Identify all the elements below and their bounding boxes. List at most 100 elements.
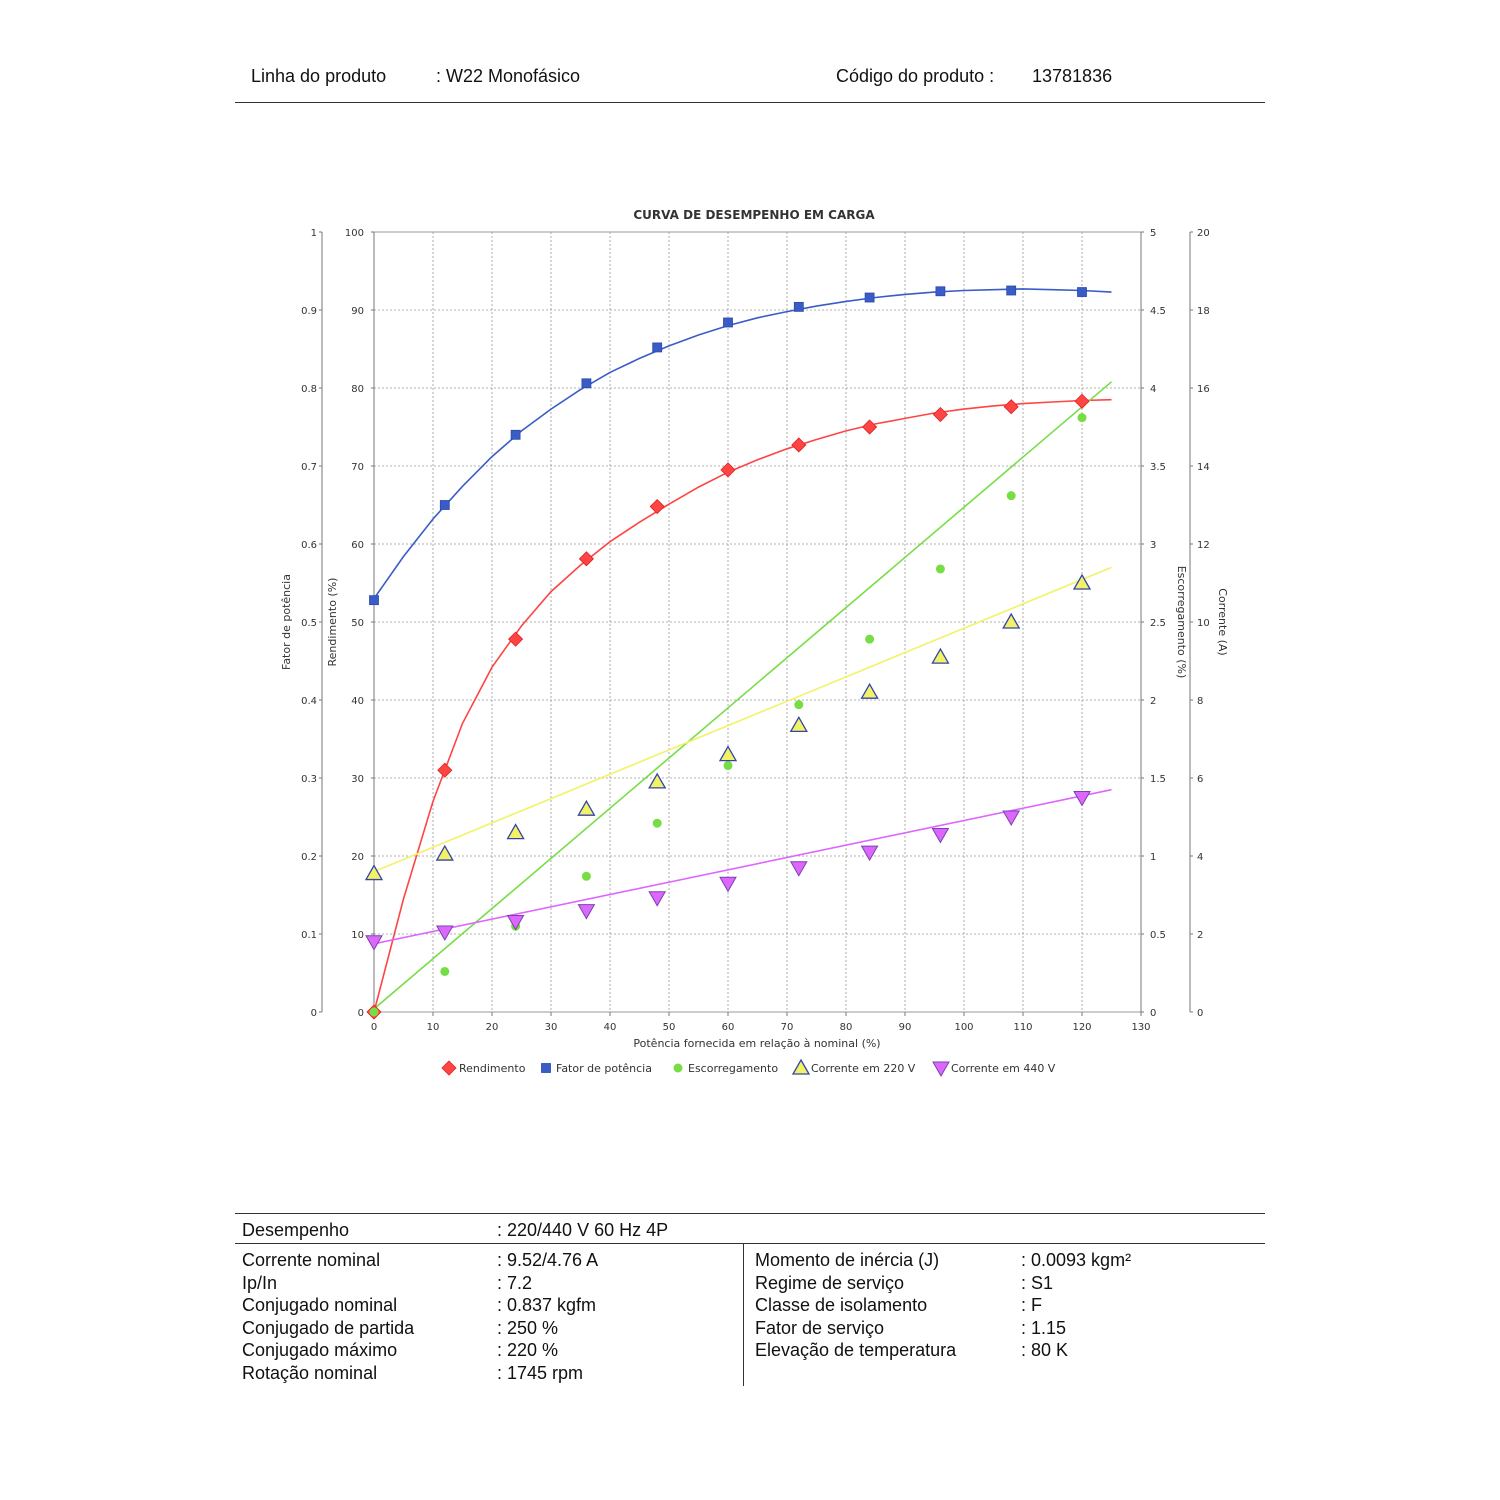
spec-label: Momento de inércia (J): [755, 1250, 940, 1270]
marker-triangle-down-4: [1002, 810, 1021, 827]
y-tick-label-cor: 16: [1197, 384, 1210, 395]
y-tick-label-rend: 0: [358, 1008, 364, 1019]
legend-marker-3: [791, 1058, 811, 1075]
y-tick-label-fp: 0.2: [301, 852, 317, 863]
marker-triangle-up-3: [718, 745, 738, 762]
x-tick-label: 120: [1072, 1022, 1091, 1033]
y-tick-label-fp: 0.4: [301, 696, 317, 707]
spec-value: : S1: [1021, 1272, 1054, 1293]
y-tick-label-esc: 1.5: [1150, 774, 1166, 785]
marker-circle-2: [369, 1007, 379, 1017]
marker-triangle-down-4: [860, 845, 879, 862]
legend-label-2: Escorregamento: [688, 1062, 778, 1075]
marker-diamond-0: [1074, 393, 1090, 409]
spec-label: Ip/In: [242, 1272, 278, 1293]
y-tick-label-rend: 60: [351, 540, 364, 551]
marker-triangle-up-3: [1072, 573, 1092, 590]
y-tick-label-rend: 20: [351, 852, 364, 863]
spec-value: : 80 K: [1021, 1340, 1069, 1360]
x-tick-label: 50: [663, 1022, 676, 1033]
legend-label-1: Fator de potência: [556, 1062, 652, 1075]
y-tick-label-rend: 40: [351, 696, 364, 707]
y-tick-label-esc: 3.5: [1150, 462, 1166, 473]
spec-label: Conjugado máximo: [242, 1340, 398, 1360]
marker-circle-2: [1006, 491, 1016, 501]
y-tick-label-esc: 4: [1150, 384, 1156, 395]
y-tick-label-esc: 2.5: [1150, 618, 1166, 629]
plot-area: [373, 231, 1142, 1013]
marker-triangle-down-4: [648, 891, 667, 907]
marker-triangle-up-3: [931, 647, 950, 664]
legend-marker-1: [541, 1063, 551, 1073]
marker-square-1: [1077, 287, 1087, 297]
x-tick-label: 100: [954, 1022, 973, 1033]
marker-square-1: [581, 378, 592, 389]
y-axis-title-fp: Fator de potência: [280, 574, 293, 670]
y-tick-label-fp: 0.7: [301, 462, 317, 473]
x-tick-label: 30: [545, 1022, 558, 1033]
y-tick-label-esc: 0.5: [1150, 930, 1166, 941]
x-tick-label: 10: [427, 1022, 440, 1033]
spec-label: Corrente nominal: [242, 1250, 381, 1270]
marker-diamond-0: [932, 406, 948, 423]
legend-marker-4: [932, 1061, 950, 1078]
y-tick-label-rend: 100: [345, 228, 364, 239]
y-tick-label-fp: 0.6: [301, 540, 317, 551]
y-tick-label-rend: 90: [351, 306, 364, 317]
x-tick-label: 0: [371, 1022, 377, 1033]
marker-diamond-0: [720, 462, 736, 478]
specs-top-rule: [235, 1213, 1265, 1214]
x-tick-label: 110: [1013, 1022, 1032, 1033]
header-rule: [235, 102, 1265, 103]
legend-label-4: Corrente em 440 V: [951, 1062, 1056, 1075]
spec-label: Regime de serviço: [755, 1272, 905, 1293]
series-line-0: [373, 398, 1112, 1013]
marker-diamond-0: [437, 762, 453, 778]
y-tick-label-rend: 30: [351, 774, 364, 785]
marker-triangle-up-3: [435, 844, 454, 861]
y-tick-label-cor: 14: [1197, 462, 1210, 473]
product-line-value: : W22 Monofásico: [436, 66, 581, 86]
desempenho-label: Desempenho: [242, 1220, 350, 1240]
marker-square-1: [723, 317, 733, 328]
spec-value: : 1.15: [1021, 1317, 1067, 1338]
x-axis-label: Potência fornecida em relação à nominal …: [633, 1037, 880, 1050]
spec-label: Rotação nominal: [242, 1362, 378, 1383]
marker-circle-2: [1077, 413, 1087, 423]
series-curves: [373, 288, 1113, 1013]
marker-triangle-down-4: [719, 876, 737, 893]
y-tick-label-fp: 0: [311, 1008, 317, 1019]
marker-triangle-up-3: [789, 716, 808, 732]
y-tick-label-cor: 2: [1197, 930, 1203, 941]
spec-value: : 0.0093 kgm²: [1021, 1250, 1132, 1270]
y-tick-label-esc: 1: [1150, 852, 1156, 863]
y-tick-label-esc: 0: [1150, 1008, 1156, 1019]
y-tick-label-cor: 6: [1197, 774, 1203, 785]
marker-diamond-0: [578, 551, 594, 567]
marker-triangle-down-4: [789, 861, 808, 877]
spec-label: Classe de isolamento: [755, 1295, 928, 1315]
y-tick-label-cor: 0: [1197, 1008, 1203, 1019]
x-tick-label: 70: [781, 1022, 794, 1033]
legend-label-0: Rendimento: [459, 1062, 526, 1075]
marker-square-1: [652, 342, 663, 353]
y-tick-label-cor: 18: [1197, 306, 1210, 317]
marker-square-1: [439, 500, 450, 510]
marker-circle-2: [794, 700, 804, 710]
y-tick-label-fp: 0.3: [301, 774, 317, 785]
marker-triangle-up-3: [577, 799, 596, 816]
spec-label: Conjugado nominal: [242, 1295, 398, 1315]
y-tick-label-fp: 0.1: [301, 930, 317, 941]
marker-circle-2: [652, 818, 662, 828]
y-tick-label-rend: 80: [351, 384, 364, 395]
y-tick-label-cor: 20: [1197, 228, 1210, 239]
marker-diamond-0: [862, 419, 878, 435]
spec-value: : 220 %: [497, 1340, 559, 1360]
marker-triangle-up-3: [1002, 612, 1021, 629]
series-line-1: [373, 288, 1112, 600]
marker-triangle-down-4: [435, 925, 454, 942]
product-code-label: Código do produto :: [836, 66, 995, 86]
marker-circle-2: [935, 564, 945, 574]
x-tick-label: 40: [604, 1022, 617, 1033]
y-tick-label-fp: 0.5: [301, 618, 317, 629]
